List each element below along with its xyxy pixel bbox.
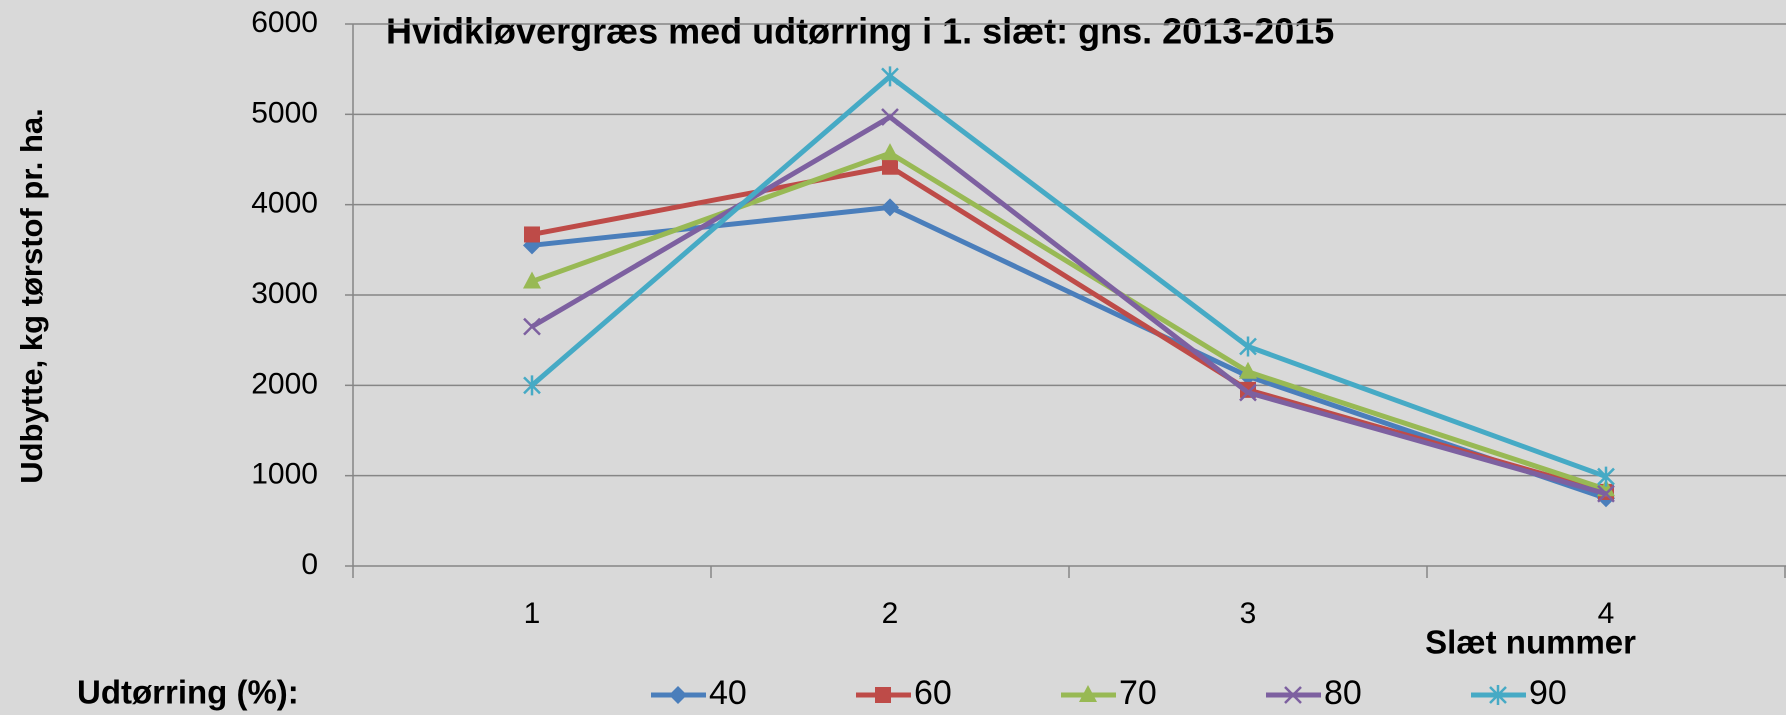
legend-label: 70 xyxy=(1119,674,1157,712)
series-line xyxy=(531,204,1607,501)
x-axis-title: Slæt nummer xyxy=(1425,624,1636,661)
x-tick-label: 1 xyxy=(524,597,541,630)
legend-marker xyxy=(1489,685,1507,705)
data-point xyxy=(881,66,899,87)
legend-marker xyxy=(875,687,891,703)
series-line xyxy=(530,114,1607,497)
data-point xyxy=(881,143,899,161)
legend-label: 60 xyxy=(914,674,952,712)
data-point xyxy=(1597,466,1615,487)
series-line xyxy=(530,73,1607,479)
legend-marker xyxy=(1079,685,1097,702)
data-point xyxy=(881,198,899,217)
x-tick-label: 2 xyxy=(882,597,899,630)
data-point xyxy=(881,108,899,126)
legend-marker xyxy=(1284,686,1302,704)
legend-marker xyxy=(669,686,687,704)
y-tick-label: 1000 xyxy=(251,458,318,491)
x-tick-label: 3 xyxy=(1240,597,1257,630)
data-point xyxy=(1239,361,1257,379)
legend-label: 80 xyxy=(1324,674,1362,712)
legend-title: Udtørring (%): xyxy=(77,674,299,711)
y-tick-label: 3000 xyxy=(251,277,318,310)
y-axis-title: Udbytte, kg tørstof pr. ha. xyxy=(14,108,49,483)
data-point xyxy=(523,317,541,336)
legend-label: 40 xyxy=(709,674,747,712)
series-line xyxy=(531,150,1607,492)
data-point xyxy=(882,158,898,175)
data-point xyxy=(523,375,541,396)
y-tick-label: 4000 xyxy=(251,187,318,220)
y-tick-label: 0 xyxy=(301,548,318,581)
data-point xyxy=(1597,484,1615,503)
y-tick-label: 5000 xyxy=(251,96,318,129)
x-tick-label: 4 xyxy=(1598,597,1615,630)
y-tick-label: 2000 xyxy=(251,367,318,400)
legend-label: 90 xyxy=(1529,674,1567,712)
data-point xyxy=(1239,383,1257,402)
data-point xyxy=(1239,336,1257,357)
data-point xyxy=(524,226,540,243)
y-tick-label: 6000 xyxy=(251,6,318,39)
chart-title: Hvidkløvergræs med udtørring i 1. slæt: … xyxy=(386,11,1334,52)
data-point xyxy=(523,271,541,289)
